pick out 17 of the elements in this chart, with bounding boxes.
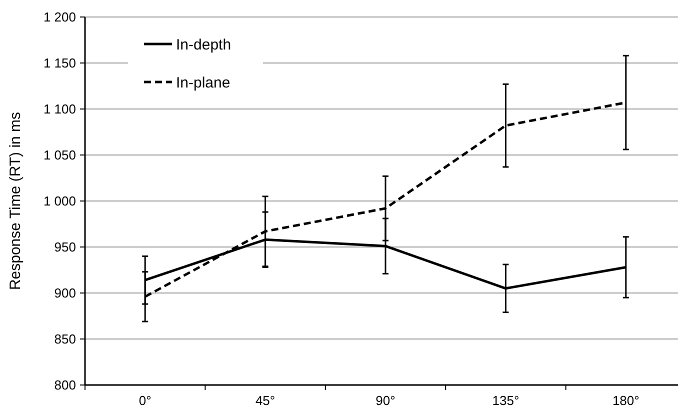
y-tick-label: 1 200: [43, 10, 76, 25]
y-axis-title: Response Time (RT) in ms: [7, 112, 24, 290]
x-tick-label: 45°: [255, 393, 276, 408]
x-tick-label: 90°: [376, 393, 396, 408]
legend-label: In-plane: [176, 74, 230, 92]
y-tick-label: 800: [54, 378, 76, 393]
x-tick-label: 135°: [492, 393, 520, 408]
x-tick-label: 180°: [612, 393, 640, 408]
y-tick-label: 1 000: [43, 194, 76, 209]
x-tick-label: 0°: [138, 393, 152, 408]
y-tick-label: 950: [54, 240, 76, 255]
y-tick-label: 1 050: [43, 148, 76, 163]
legend-label: In-depth: [176, 36, 232, 54]
y-tick-label: 900: [54, 286, 76, 301]
y-tick-label: 850: [54, 332, 76, 347]
y-tick-label: 1 150: [43, 56, 76, 71]
y-tick-label: 1 100: [43, 102, 76, 117]
